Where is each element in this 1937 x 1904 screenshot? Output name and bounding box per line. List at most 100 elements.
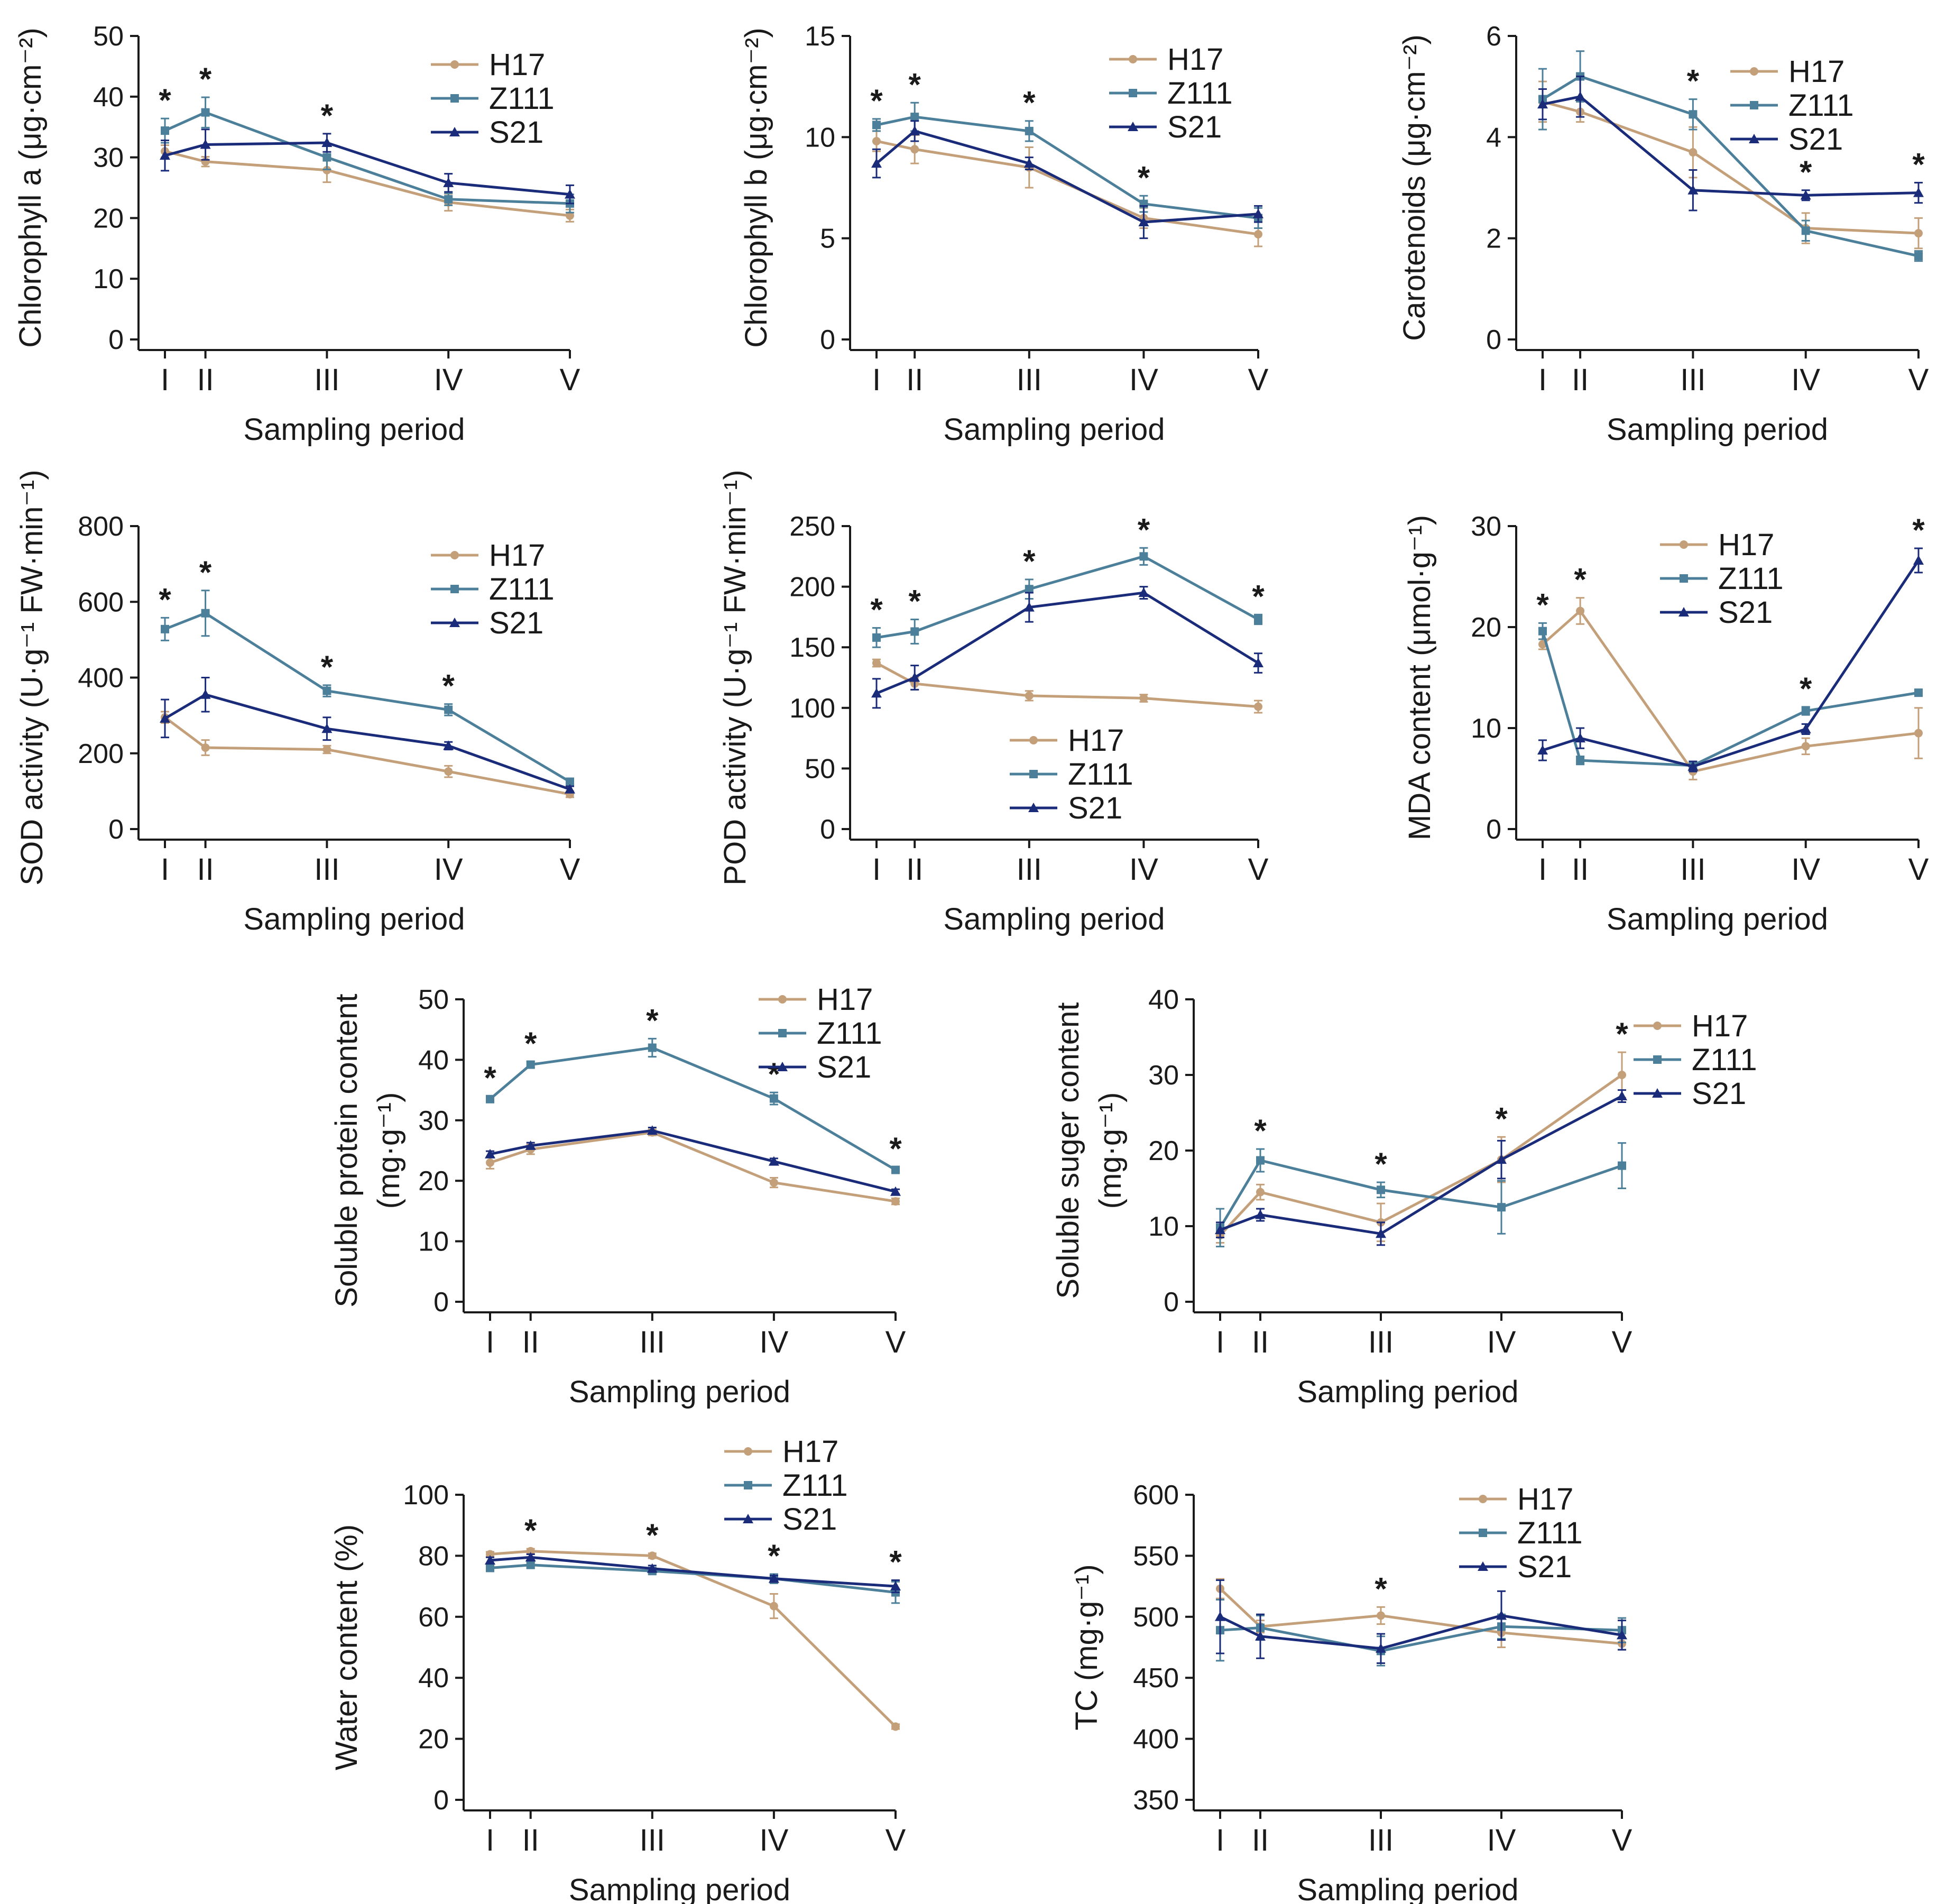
significance-asterisk: * [889, 1131, 902, 1166]
marker-square [1497, 1203, 1506, 1212]
x-tick-label: I [1216, 1325, 1224, 1359]
significance-asterisk: * [484, 1060, 496, 1096]
x-tick-label: IV [1791, 363, 1820, 397]
x-tick-label: I [1538, 363, 1547, 397]
significance-asterisk: * [1138, 160, 1150, 195]
series-line-s21 [490, 1556, 896, 1588]
marker-circle [910, 145, 919, 154]
marker-circle [769, 1178, 778, 1187]
x-tick-label: III [640, 1823, 665, 1857]
marker-circle [744, 1447, 752, 1456]
marker-triangle [1138, 217, 1149, 227]
marker-triangle [449, 127, 460, 136]
x-tick-label: II [906, 363, 923, 397]
marker-triangle [1537, 99, 1548, 109]
x-tick-label: I [486, 1823, 494, 1857]
significance-asterisk: * [870, 83, 883, 118]
significance-asterisk: * [768, 1538, 780, 1574]
marker-triangle [200, 139, 211, 149]
x-tick-label: II [522, 1823, 539, 1857]
y-tick-label: 20 [418, 1724, 449, 1755]
y-axis-title-unit: (mg·g⁻¹) [1093, 1092, 1128, 1209]
marker-circle [486, 1158, 494, 1167]
legend-item-h17: H17 [1459, 1482, 1573, 1516]
x-tick-label: III [1017, 363, 1042, 397]
x-tick-label: I [1538, 852, 1547, 887]
marker-triangle [1255, 1631, 1266, 1641]
marker-circle [648, 1551, 657, 1560]
marker-square [1653, 1055, 1662, 1064]
legend-item-s21: S21 [1730, 122, 1843, 157]
x-tick-label: I [872, 852, 881, 887]
y-tick-label: 0 [1486, 325, 1501, 355]
legend-item-z111: Z111 [1109, 76, 1233, 111]
x-tick-label: V [560, 363, 580, 397]
marker-square [778, 1029, 787, 1037]
y-tick-label: 4 [1486, 122, 1501, 153]
significance-asterisk: * [159, 82, 171, 118]
marker-circle [1914, 729, 1923, 738]
legend-label: Z111 [489, 81, 555, 116]
y-tick-label: 30 [418, 1106, 449, 1136]
y-tick-label: 0 [1164, 1287, 1179, 1318]
marker-square [161, 624, 169, 633]
y-tick-label: 20 [418, 1166, 449, 1197]
y-tick-label: 40 [93, 82, 124, 113]
marker-triangle [768, 1156, 779, 1166]
marker-square [1256, 1156, 1265, 1165]
marker-square [910, 113, 919, 122]
marker-circle [566, 211, 574, 220]
x-axis-title: Sampling period [1607, 902, 1828, 936]
marker-circle [1479, 1495, 1487, 1503]
legend-label: S21 [782, 1502, 837, 1537]
significance-asterisk: * [1375, 1571, 1387, 1606]
legend-label: Z111 [489, 572, 555, 606]
marker-triangle [1376, 1228, 1386, 1238]
marker-triangle [909, 672, 920, 682]
x-tick-label: V [1248, 363, 1269, 397]
series-line-h17 [1219, 1073, 1623, 1236]
x-tick-label: IV [759, 1325, 788, 1359]
significance-asterisk: * [159, 582, 171, 617]
y-axis-title: Soluble suger content [1051, 1002, 1085, 1299]
y-axis-title: Carotenoids (μg·cm⁻²) [1397, 34, 1432, 341]
legend-item-s21: S21 [759, 1050, 871, 1084]
series-line-h17 [164, 716, 570, 796]
marker-triangle [449, 618, 460, 627]
x-tick-label: V [1612, 1325, 1632, 1359]
x-tick-label: I [161, 363, 169, 397]
x-tick-label: II [197, 852, 214, 887]
marker-square [1914, 252, 1923, 261]
marker-triangle [525, 1552, 536, 1562]
significance-asterisk: * [1536, 587, 1549, 622]
significance-asterisk: * [524, 1026, 537, 1061]
x-tick-label: II [1252, 1823, 1269, 1857]
marker-square [526, 1060, 535, 1069]
marker-circle [450, 60, 459, 69]
legend-label: S21 [489, 606, 543, 640]
x-tick-label: IV [434, 363, 463, 397]
y-tick-label: 10 [1148, 1211, 1179, 1242]
series-line-s21 [875, 130, 1259, 224]
marker-circle [891, 1722, 900, 1731]
y-tick-label: 400 [78, 663, 124, 694]
marker-triangle [565, 189, 575, 199]
marker-triangle [1749, 134, 1759, 143]
marker-circle [450, 551, 459, 559]
legend-item-h17: H17 [431, 538, 545, 573]
marker-triangle [565, 784, 575, 794]
x-tick-label: IV [434, 852, 463, 887]
marker-square [910, 627, 919, 636]
marker-triangle [777, 1062, 788, 1071]
marker-triangle [1376, 1643, 1386, 1653]
marker-triangle [321, 723, 333, 733]
marker-square [444, 195, 453, 204]
legend-item-s21: S21 [1109, 110, 1222, 144]
legend-label: H17 [817, 982, 873, 1017]
y-tick-label: 0 [820, 814, 835, 845]
